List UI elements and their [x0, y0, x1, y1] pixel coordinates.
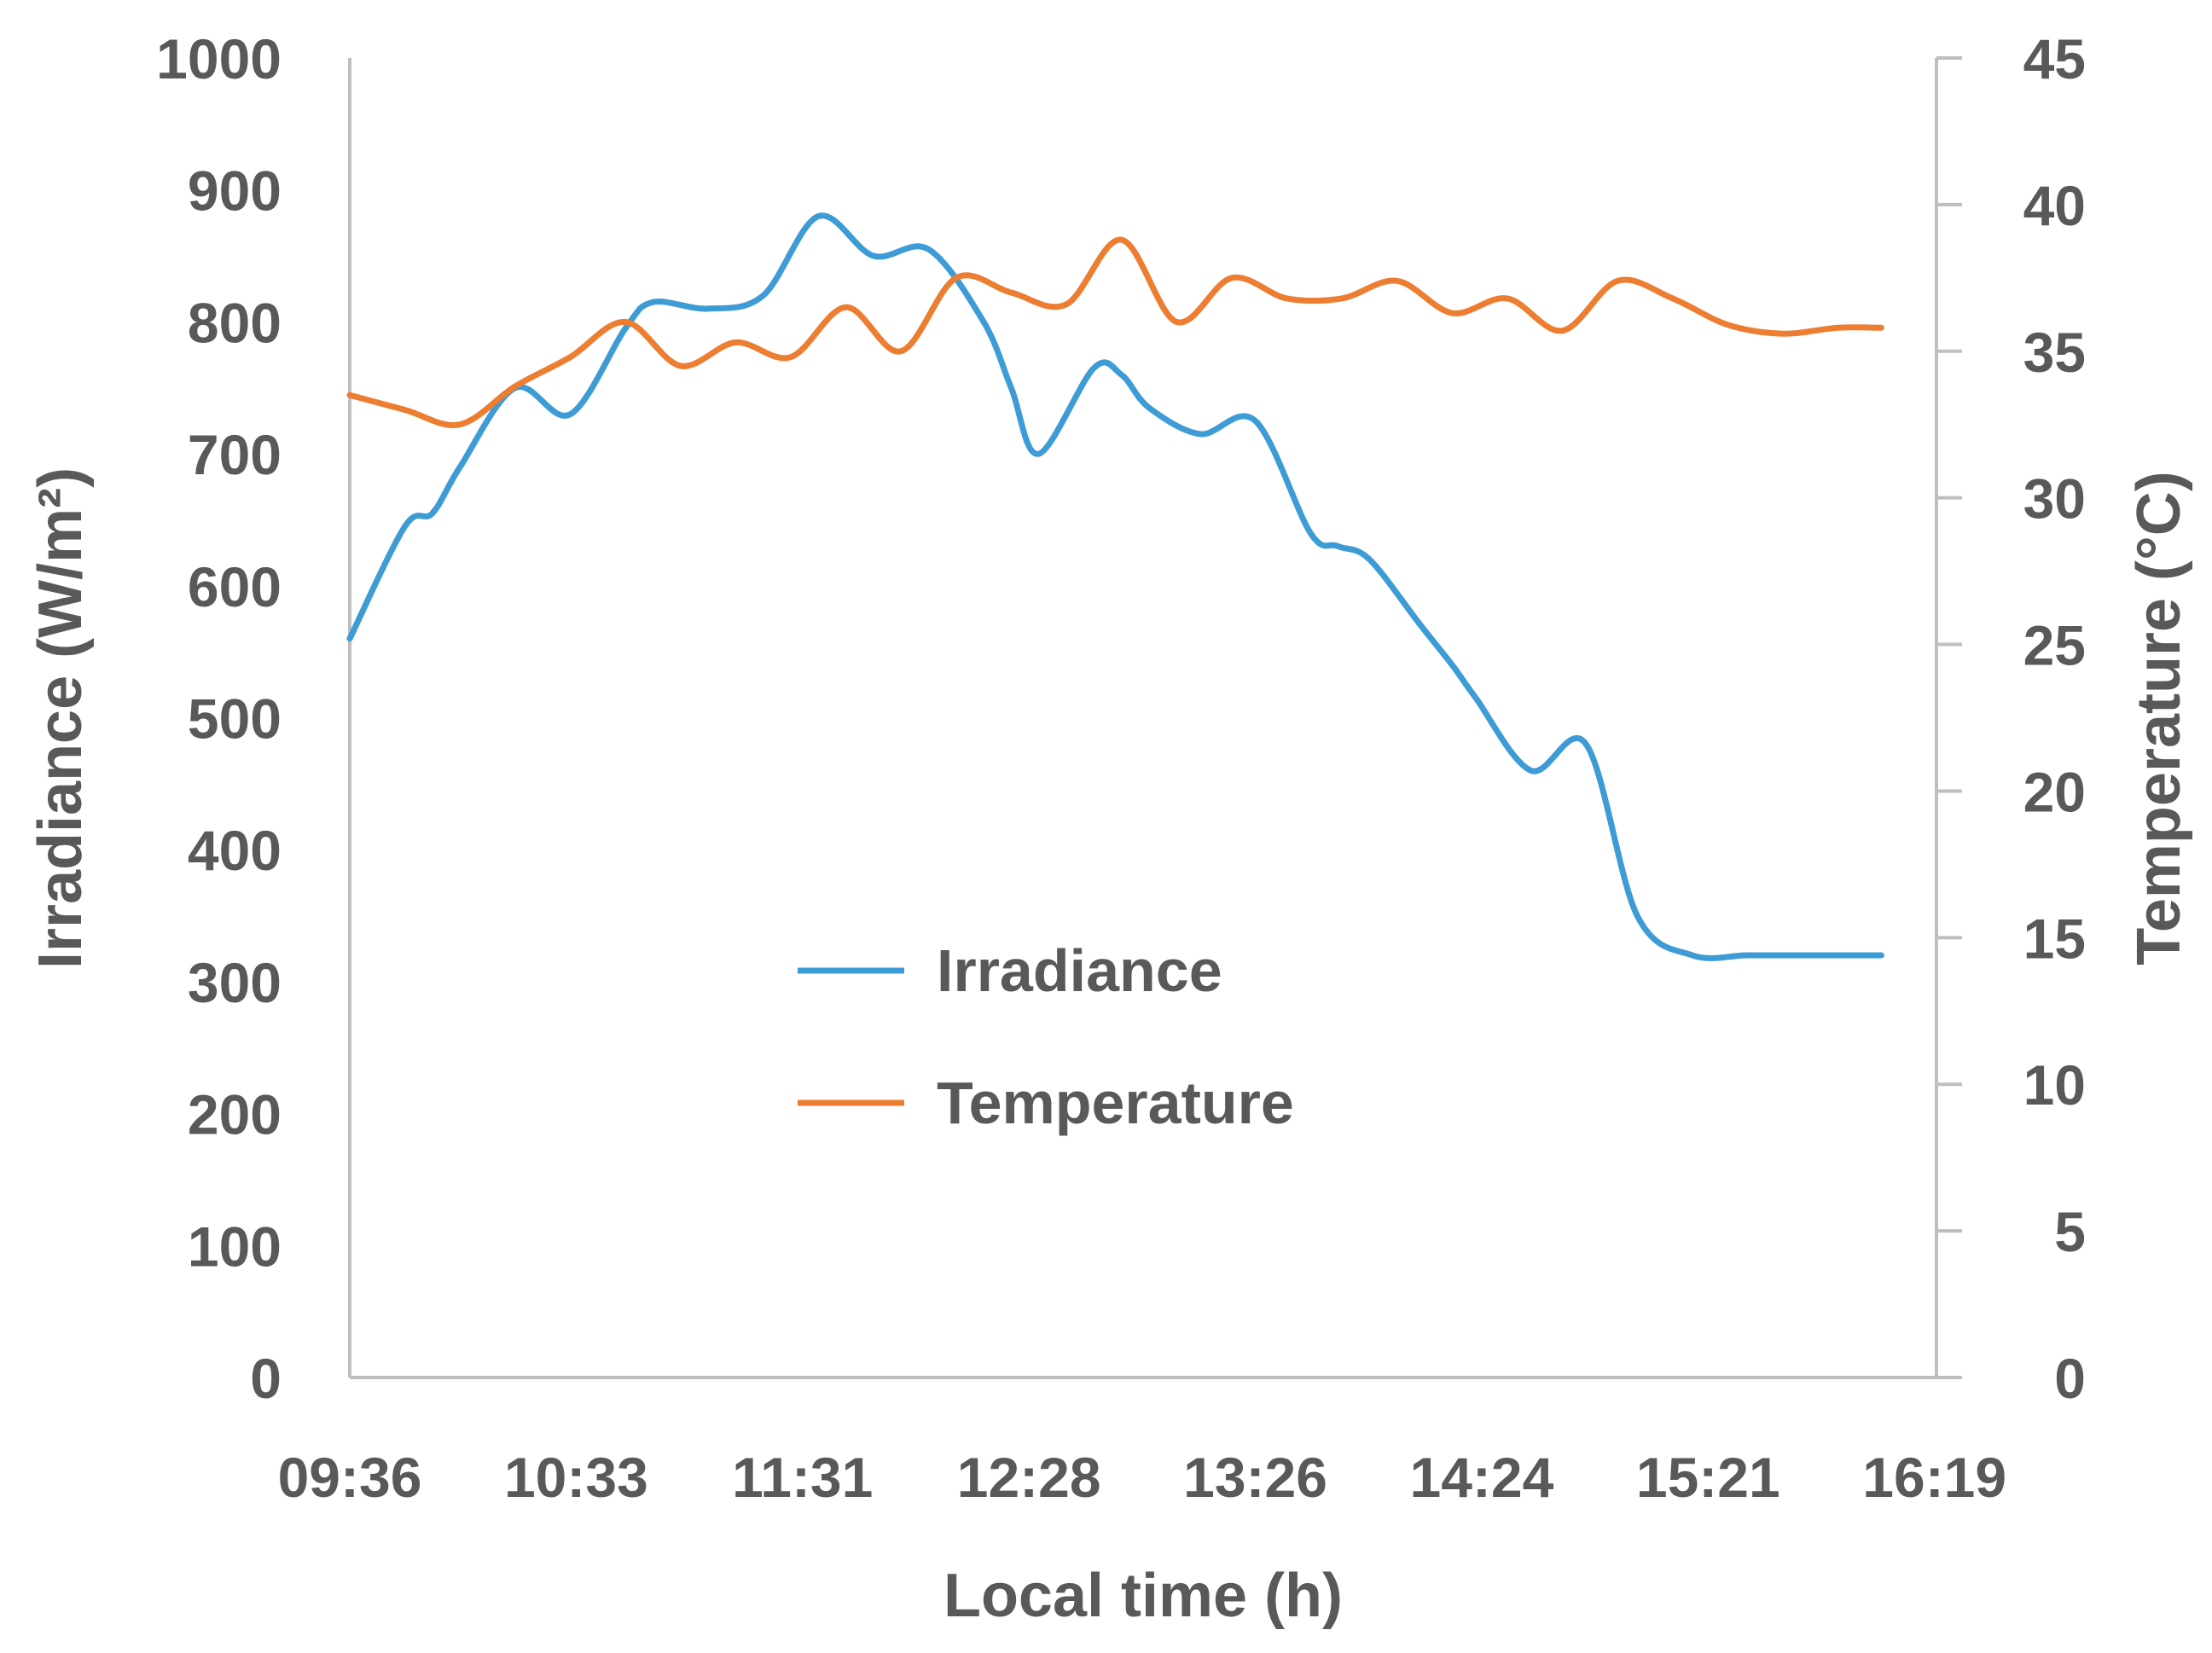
right-tick-label: 35 [2023, 321, 2086, 384]
x-tick-label: 14:24 [1410, 1446, 1554, 1509]
right-tick-label: 30 [2023, 467, 2086, 531]
right-tick-label: 15 [2023, 907, 2086, 970]
right-tick-label: 40 [2023, 174, 2086, 237]
x-tick-label: 12:28 [957, 1446, 1101, 1509]
right-tick-label: 45 [2023, 27, 2086, 90]
left-tick-label: 500 [188, 687, 282, 751]
right-tick-label: 5 [2054, 1200, 2086, 1263]
left-tick-label: 600 [188, 555, 282, 618]
left-tick-label: 100 [188, 1215, 282, 1278]
y-axis-title: Irradiance (W/m²) [26, 467, 95, 969]
right-tick-label: 10 [2023, 1053, 2086, 1116]
left-tick-label: 1000 [156, 27, 282, 90]
series-line-irradiance [346, 212, 1884, 961]
x-tick-label: 09:36 [278, 1446, 422, 1509]
left-y-axis: 0 100 200 300 400 500 600 700 800 900 1000 [156, 27, 351, 1410]
left-tick-label: 200 [188, 1083, 282, 1146]
x-tick-label: 13:26 [1183, 1446, 1327, 1509]
legend-item-irradiance: Irradiance [798, 937, 1222, 1004]
right-tick-label: 25 [2023, 614, 2086, 677]
right-tick-label: 0 [2054, 1347, 2086, 1410]
right-y-axis: 0 5 10 15 20 25 30 35 40 45 [1935, 27, 2086, 1410]
left-tick-label: 400 [188, 819, 282, 882]
right-tick-label: 20 [2023, 760, 2086, 823]
x-tick-label: 11:31 [732, 1446, 873, 1509]
left-tick-label: 300 [188, 951, 282, 1014]
legend-label-temperature: Temperature [937, 1070, 1294, 1136]
x-tick-label: 16:19 [1862, 1446, 2006, 1509]
series-line-temperature [346, 236, 1884, 429]
x-tick-label: 15:21 [1636, 1446, 1780, 1509]
x-axis: 09:36 10:33 11:31 12:28 13:26 14:24 15:21 16:19 [278, 1376, 2006, 1509]
left-tick-label: 900 [188, 160, 282, 223]
legend-label-irradiance: Irradiance [937, 937, 1222, 1004]
left-tick-label: 800 [188, 291, 282, 354]
x-tick-label: 10:33 [504, 1446, 648, 1509]
left-tick-label: 0 [250, 1347, 282, 1410]
x-axis-title: Local time (h) [943, 1562, 1343, 1630]
legend-item-temperature: Temperature [798, 1070, 1294, 1136]
legend: Irradiance Temperature [798, 937, 1294, 1136]
series-layer [346, 212, 1884, 961]
left-tick-label: 700 [188, 423, 282, 486]
y2-axis-title: Temperature (°C) [2125, 471, 2193, 966]
